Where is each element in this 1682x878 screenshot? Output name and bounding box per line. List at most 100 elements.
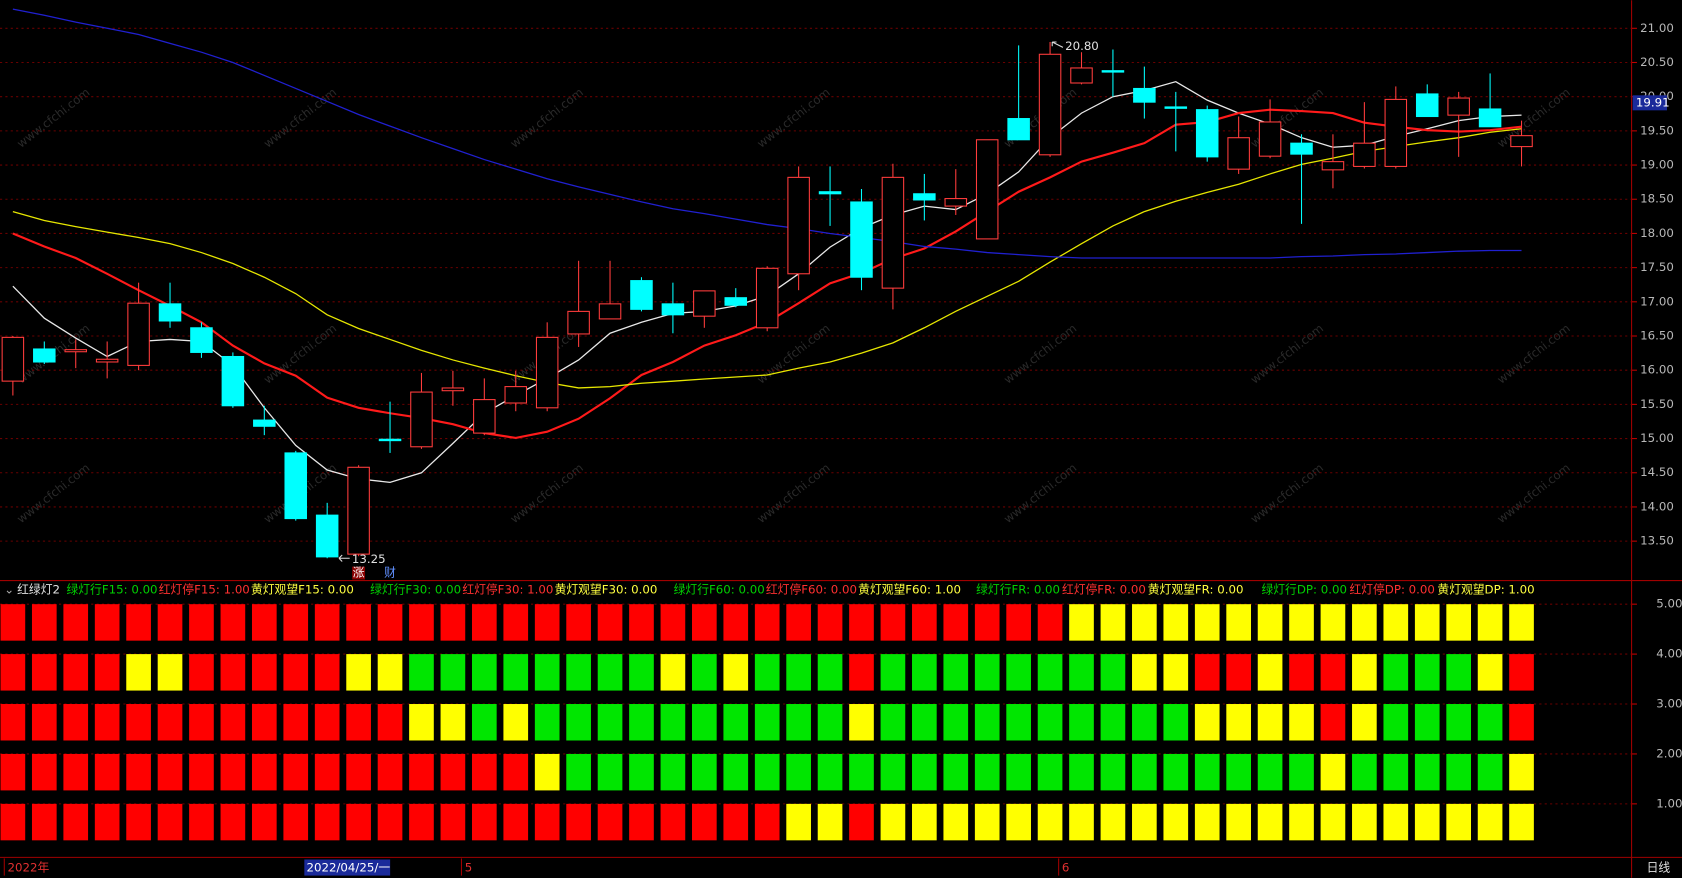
signal-light	[629, 604, 654, 641]
candle-body	[598, 303, 622, 320]
last-price-bg	[1632, 95, 1667, 111]
legend-item: 红灯停F30: 1.00	[462, 583, 553, 597]
signal-light	[1257, 704, 1283, 741]
signal-light	[314, 803, 340, 841]
period-label[interactable]: 日线	[1647, 861, 1671, 875]
signal-light	[1100, 604, 1126, 641]
y-tick-label: 15.50	[1640, 397, 1674, 411]
candle-body	[1007, 118, 1030, 141]
signal-light	[1383, 803, 1409, 841]
x-tick-label: 6	[1062, 861, 1070, 875]
signal-light	[1069, 704, 1094, 741]
signal-light	[629, 654, 654, 691]
signal-light	[1037, 604, 1063, 641]
signal-light	[1037, 803, 1063, 841]
signal-light	[1446, 704, 1471, 741]
signal-light	[1477, 604, 1503, 641]
signal-light	[471, 704, 497, 741]
candle-body	[1038, 53, 1062, 156]
annotation: 13.25	[352, 552, 386, 566]
signal-light	[126, 753, 151, 791]
y-tick-label: 18.00	[1640, 226, 1674, 240]
signal-light	[1100, 654, 1126, 691]
signal-light	[849, 753, 874, 791]
signal-light	[1289, 654, 1314, 691]
candle-body	[724, 297, 748, 306]
signal-light	[346, 704, 371, 741]
signal-light	[346, 753, 371, 791]
signal-light	[283, 704, 309, 741]
signal-light	[189, 654, 214, 691]
candle-body	[1353, 142, 1376, 167]
signal-light	[880, 704, 906, 741]
candle-body	[315, 514, 339, 558]
legend-item: 绿灯行F15: 0.00	[67, 583, 158, 597]
signal-light	[534, 604, 560, 641]
candle-body	[1258, 121, 1282, 157]
signal-light	[1226, 803, 1251, 841]
signal-light	[1100, 753, 1126, 791]
signal-light	[1069, 604, 1094, 641]
signal-light	[1069, 654, 1094, 691]
signal-light	[1383, 604, 1409, 641]
signal-light	[786, 654, 811, 691]
candle-body	[504, 386, 528, 404]
signal-light	[1320, 803, 1346, 841]
signal-light	[974, 604, 1000, 641]
signal-light	[189, 704, 214, 741]
candle-body	[378, 438, 402, 442]
candle-body	[253, 419, 276, 427]
signal-light	[849, 803, 874, 841]
signal-light	[1226, 753, 1251, 791]
signal-light	[849, 604, 874, 641]
signal-light	[94, 803, 120, 841]
candle-body	[913, 193, 936, 201]
legend-item: 红灯停F15: 1.00	[159, 583, 250, 597]
signal-light	[1352, 753, 1377, 791]
signal-light	[660, 803, 686, 841]
signal-light	[597, 753, 623, 791]
signal-light	[503, 803, 529, 841]
signal-light	[1414, 753, 1440, 791]
candle-body	[1290, 142, 1313, 155]
signal-light	[220, 654, 246, 691]
signal-light	[1477, 753, 1503, 791]
signal-light	[786, 803, 811, 841]
signal-light	[251, 604, 277, 641]
signal-light	[817, 803, 843, 841]
signal-light	[63, 803, 89, 841]
signal-light	[440, 753, 466, 791]
candle-body	[1510, 135, 1533, 148]
signal-light	[692, 803, 717, 841]
signal-light	[1320, 704, 1346, 741]
signal-light	[440, 803, 466, 841]
signal-light	[1446, 753, 1471, 791]
signal-light	[189, 753, 214, 791]
candle-body	[158, 303, 182, 322]
signal-light	[1006, 803, 1031, 841]
legend-item: 黄灯观望F60: 1.00	[858, 583, 961, 597]
marker: 涨	[353, 566, 365, 580]
legend-item: 绿灯行DP: 0.00	[1262, 583, 1347, 597]
annotation: 20.80	[1065, 39, 1099, 53]
y-tick-label: 20.50	[1640, 55, 1674, 69]
legend-item: 绿灯行F60: 0.00	[674, 583, 765, 597]
signal-light	[1257, 604, 1283, 641]
signal-light	[1320, 654, 1346, 691]
signal-light	[1352, 604, 1377, 641]
signal-light	[251, 803, 277, 841]
signal-light	[943, 704, 969, 741]
signal-light	[1383, 704, 1409, 741]
signal-light	[943, 753, 969, 791]
signal-light	[314, 604, 340, 641]
collapse-icon[interactable]: ⌄	[4, 583, 14, 597]
signal-light	[974, 704, 1000, 741]
y-tick-label: 19.50	[1640, 123, 1674, 137]
candle-body	[1070, 67, 1093, 84]
signal-light	[629, 803, 654, 841]
signal-light	[1194, 753, 1220, 791]
signal-light	[1509, 704, 1534, 741]
signal-light	[1037, 654, 1063, 691]
y-tick-label: 4.00	[1656, 647, 1682, 661]
candle-body	[1133, 87, 1156, 103]
